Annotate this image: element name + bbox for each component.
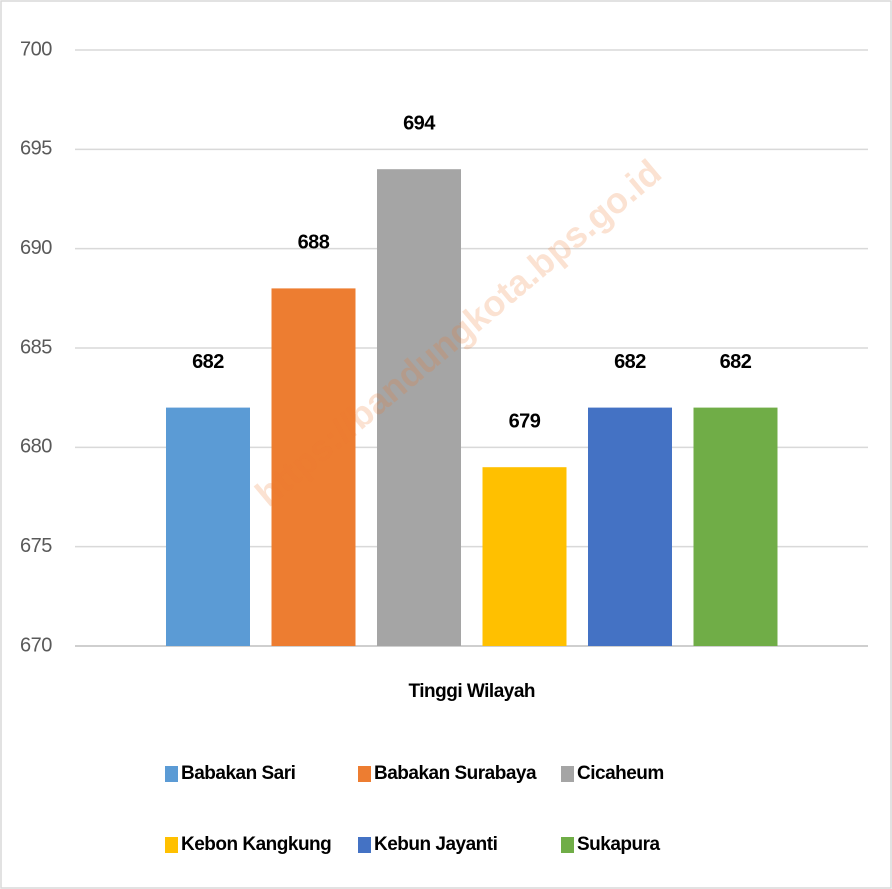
bar <box>377 169 461 646</box>
legend-label: Babakan Sari <box>181 763 295 784</box>
legend-label: Babakan Surabaya <box>374 763 537 784</box>
data-label: 688 <box>298 232 330 254</box>
legend-swatch <box>165 837 178 853</box>
legend-swatch <box>165 766 178 782</box>
y-tick-label: 685 <box>20 336 52 358</box>
data-label: 679 <box>509 410 541 432</box>
legend-label: Sukapura <box>577 834 661 855</box>
bar <box>482 467 567 646</box>
y-tick-label: 670 <box>20 634 52 656</box>
y-tick-label: 680 <box>20 436 52 458</box>
legend-label: Kebun Jayanti <box>374 834 497 855</box>
legend-swatch <box>358 766 371 782</box>
y-tick-label: 675 <box>20 535 52 557</box>
legend-swatch <box>358 837 371 853</box>
grid: 670 675 680 685 690 695 700 <box>20 38 868 656</box>
y-tick-label: 695 <box>20 138 52 160</box>
legend-label: Cicaheum <box>577 763 664 784</box>
bars: 682 688 694 679 682 682 <box>166 112 778 646</box>
bar <box>588 407 672 646</box>
data-label: 682 <box>614 351 646 373</box>
data-label: 682 <box>720 351 752 373</box>
y-tick-label: 700 <box>20 38 52 60</box>
bar <box>166 407 250 646</box>
bar <box>693 407 778 646</box>
legend-label: Kebon Kangkung <box>181 834 331 855</box>
bar <box>271 288 356 646</box>
data-label: 694 <box>403 112 436 134</box>
x-tick-label: Tinggi Wilayah <box>408 681 535 702</box>
y-tick-label: 690 <box>20 237 52 259</box>
data-label: 682 <box>192 351 224 373</box>
legend-swatch <box>561 837 574 853</box>
legend-swatch <box>561 766 574 782</box>
